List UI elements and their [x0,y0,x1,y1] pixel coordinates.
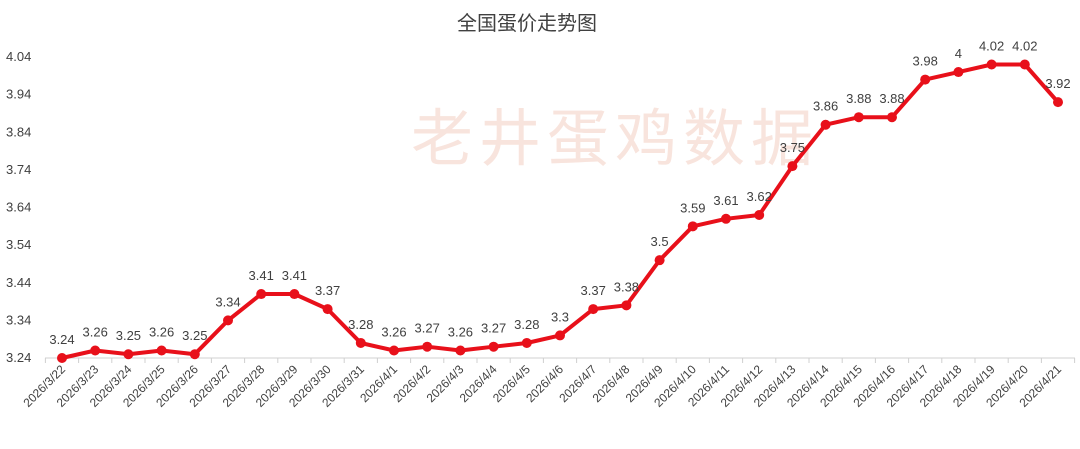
data-point [953,67,964,78]
data-point [521,337,532,348]
data-label: 3.38 [614,279,639,294]
data-point [57,353,67,363]
data-label: 3.26 [381,324,406,339]
data-point [621,300,632,311]
plot-area: 3.243.26 3.25 3.26 3.253.343.41 3.413.373.28… [49,39,1071,363]
data-label: 3.88 [846,91,871,106]
data-point [355,337,366,348]
y-tick-label: 3.94 [6,87,31,102]
data-label: 3.98 [913,54,938,69]
data-label: 3.28 [514,317,539,332]
data-point [156,345,167,356]
data-label: 4 [955,46,962,61]
data-point [588,304,599,315]
data-point [289,289,300,300]
data-point [820,119,831,130]
data-point [1019,59,1030,70]
data-point [322,304,333,315]
data-point [687,221,698,232]
watermark: 老井蛋鸡数据 [411,102,819,175]
data-point [90,345,101,356]
data-point [1053,97,1063,108]
data-label: 3.59 [680,200,705,215]
y-tick-label: 3.74 [6,162,31,177]
data-point [754,210,765,221]
data-label: 3.26 [83,324,108,339]
y-axis: 3.24 3.34 3.44 3.54 3.64 3.74 3.84 3.94 4.04 [6,49,31,365]
data-point [389,345,399,356]
data-label: 3.25 [182,328,207,343]
data-label: 3.37 [315,283,340,298]
data-label: 3.26 [149,324,174,339]
data-point [189,349,200,360]
data-point [920,74,931,85]
data-point [223,315,233,326]
data-label: 3.92 [1045,76,1070,91]
data-label: 3.27 [415,321,440,336]
y-tick-label: 3.24 [6,350,31,365]
y-tick-label: 3.44 [6,275,31,290]
data-point [853,112,864,123]
data-label: 3.5 [651,234,669,249]
data-label: 3.86 [813,99,838,114]
data-point [123,349,134,360]
y-tick-label: 3.84 [6,124,31,139]
data-label: 3.41 [282,268,307,283]
x-axis: 2026/3/222026/3/232026/3/242026/3/252026… [20,357,1076,410]
data-point [422,341,433,352]
chart-title: 全国蛋价走势图 [457,11,597,35]
data-label: 3.37 [581,283,606,298]
y-tick-label: 3.34 [6,312,31,327]
data-label: 3.88 [879,91,904,106]
data-label: 3.24 [49,332,74,347]
data-point [654,255,665,266]
data-label: 3.41 [249,268,274,283]
data-label: 4.02 [1012,39,1037,54]
data-label: 4.02 [979,39,1004,54]
data-point [555,330,565,341]
data-label: 3.34 [215,294,240,309]
data-point [721,213,731,224]
data-label: 3.62 [747,189,772,204]
data-point [455,345,466,356]
data-point [787,161,798,172]
data-label: 3.28 [348,317,373,332]
data-label: 3.27 [481,321,506,336]
data-label: 3.75 [780,140,805,155]
data-label: 3.25 [116,328,141,343]
data-point [986,59,997,70]
data-point [256,289,267,300]
y-tick-label: 3.54 [6,237,31,252]
y-tick-label: 4.04 [6,49,31,64]
y-tick-label: 3.64 [6,200,31,215]
data-point [887,112,897,123]
data-label: 3.3 [551,309,569,324]
data-label: 3.26 [448,324,473,339]
data-label: 3.61 [713,193,738,208]
data-point [488,341,499,352]
